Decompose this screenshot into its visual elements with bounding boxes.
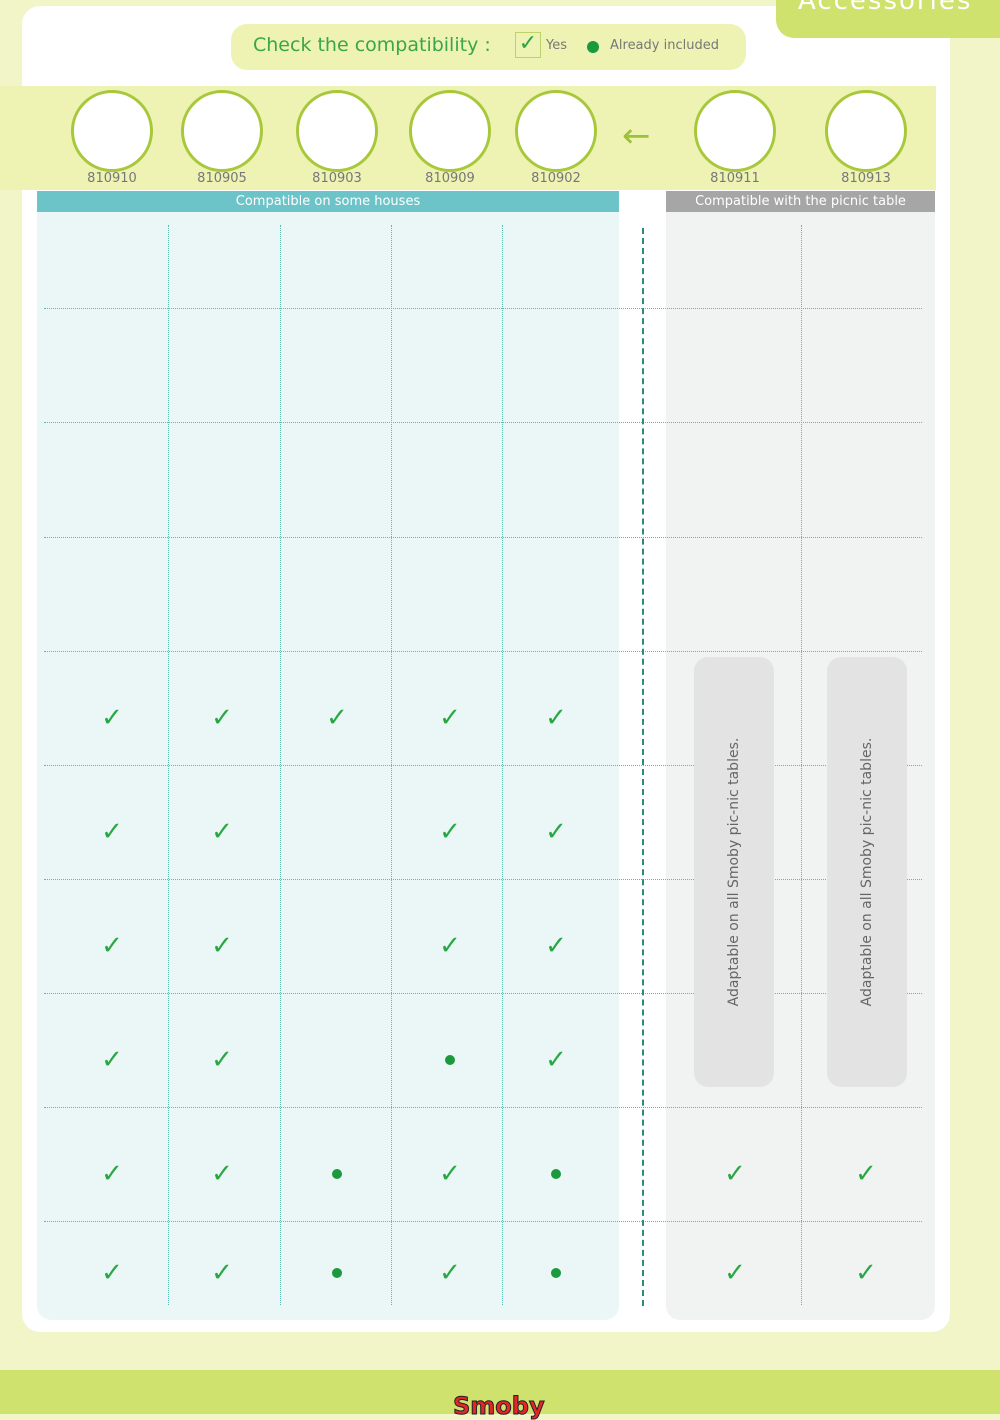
note-text: Adaptable on all Smoby pic-nic tables. xyxy=(726,737,742,1007)
legend-yes: Yes xyxy=(546,38,567,53)
check-icon: ✓ xyxy=(855,1258,877,1288)
houses-table xyxy=(37,212,619,1320)
product-image xyxy=(181,90,263,172)
product-code: 810903 xyxy=(312,171,362,186)
row-divider xyxy=(44,537,922,538)
product-image xyxy=(71,90,153,172)
column-divider xyxy=(391,225,392,1305)
check-icon: ✓ xyxy=(211,817,233,847)
check-icon: ✓ xyxy=(101,931,123,961)
check-icon: ✓ xyxy=(101,817,123,847)
product-image xyxy=(515,90,597,172)
legend: Check the compatibility : ✓ Yes Already … xyxy=(231,24,746,70)
check-icon: ✓ xyxy=(545,703,567,733)
column-divider xyxy=(502,225,503,1305)
check-icon: ✓ xyxy=(855,1159,877,1189)
check-icon: ✓ xyxy=(211,703,233,733)
compatibility-note: Adaptable on all Smoby pic-nic tables. xyxy=(694,657,774,1087)
smoby-logo: Smoby xyxy=(453,1392,546,1420)
product-image xyxy=(409,90,491,172)
product-code: 810911 xyxy=(710,171,760,186)
arrow-left-icon: ← xyxy=(622,116,651,156)
column-divider xyxy=(168,225,169,1305)
check-icon: ✓ xyxy=(439,1258,461,1288)
dot-icon xyxy=(536,1258,576,1288)
check-icon: ✓ xyxy=(211,1045,233,1075)
check-icon: ✓ xyxy=(545,931,567,961)
product-image xyxy=(825,90,907,172)
product-code: 810902 xyxy=(531,171,581,186)
section-title: Accessories xyxy=(776,0,1000,38)
check-icon: ✓ xyxy=(515,32,541,58)
footer xyxy=(0,1370,1000,1414)
dot-icon xyxy=(430,1045,470,1075)
check-icon: ✓ xyxy=(724,1258,746,1288)
check-icon: ✓ xyxy=(439,931,461,961)
product-code: 810910 xyxy=(87,171,137,186)
product-code: 810913 xyxy=(841,171,891,186)
check-icon: ✓ xyxy=(439,1159,461,1189)
row-divider xyxy=(44,879,922,880)
row-divider xyxy=(44,1221,922,1222)
note-text: Adaptable on all Smoby pic-nic tables. xyxy=(859,737,875,1007)
check-icon: ✓ xyxy=(101,703,123,733)
compatibility-note: Adaptable on all Smoby pic-nic tables. xyxy=(827,657,907,1087)
check-icon: ✓ xyxy=(545,1045,567,1075)
check-icon: ✓ xyxy=(326,703,348,733)
product-code: 810905 xyxy=(197,171,247,186)
check-icon: ✓ xyxy=(211,931,233,961)
row-divider xyxy=(44,1107,922,1108)
column-divider xyxy=(280,225,281,1305)
check-icon: ✓ xyxy=(724,1159,746,1189)
check-icon: ✓ xyxy=(211,1258,233,1288)
product-image xyxy=(296,90,378,172)
check-icon: ✓ xyxy=(545,817,567,847)
check-icon: ✓ xyxy=(439,703,461,733)
legend-title: Check the compatibility : xyxy=(253,34,491,56)
check-icon: ✓ xyxy=(101,1258,123,1288)
dot-icon xyxy=(587,41,599,53)
check-icon: ✓ xyxy=(101,1159,123,1189)
row-divider xyxy=(44,308,922,309)
dot-icon xyxy=(317,1258,357,1288)
check-icon: ✓ xyxy=(439,817,461,847)
check-icon: ✓ xyxy=(101,1045,123,1075)
table-header: Compatible with the picnic table xyxy=(666,191,935,212)
houses-header: Compatible on some houses xyxy=(37,191,619,212)
dot-icon xyxy=(536,1159,576,1189)
legend-included: Already included xyxy=(610,38,719,53)
row-divider xyxy=(44,651,922,652)
row-divider xyxy=(44,422,922,423)
group-divider xyxy=(642,228,644,1306)
column-divider xyxy=(801,225,802,1305)
row-divider xyxy=(44,765,922,766)
dot-icon xyxy=(317,1159,357,1189)
product-code: 810909 xyxy=(425,171,475,186)
product-image xyxy=(694,90,776,172)
row-divider xyxy=(44,993,922,994)
check-icon: ✓ xyxy=(211,1159,233,1189)
